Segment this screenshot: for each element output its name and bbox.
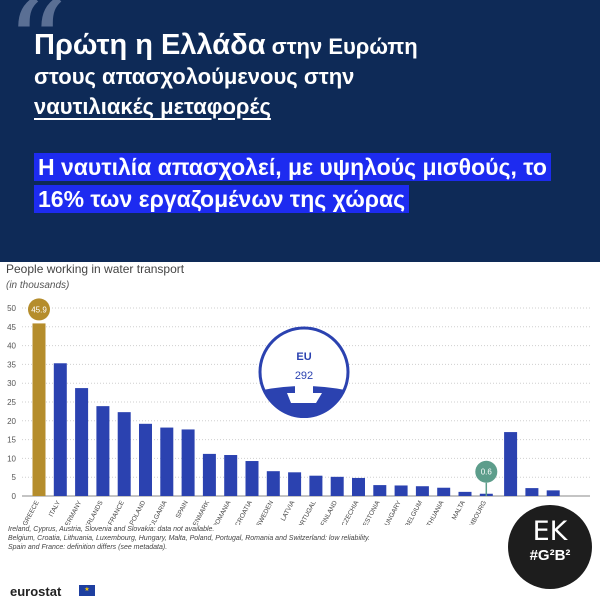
y-tick-label: 30: [7, 379, 16, 388]
x-tick-label: SWEDEN: [255, 499, 275, 525]
bar: [32, 323, 46, 496]
subheadline-text: Η ναυτιλία απασχολεί, με υψηλούς μισθούς…: [34, 153, 551, 213]
ek-logo-letters: EK: [532, 516, 568, 547]
y-tick-label: 15: [7, 436, 16, 445]
value-badge: [475, 460, 498, 483]
note-line: Spain and France: definition differs (se…: [8, 544, 168, 551]
bar: [202, 453, 216, 496]
bar: [504, 432, 518, 496]
bar: [139, 423, 152, 496]
note-line: Ireland, Cyprus, Austria, Slovenia and S…: [8, 526, 215, 533]
chart-grid: 0 5 10 15 20 25 30 35 40 45 50: [7, 304, 590, 501]
eurostat-logo: eurostat: [10, 584, 62, 599]
x-tick-label: ITALY: [48, 499, 63, 518]
bar: [309, 475, 323, 496]
x-tick-label: POLAND: [129, 499, 148, 525]
bar: [96, 406, 110, 496]
eu-total-badge: EU 292: [258, 326, 350, 419]
value-badge: [28, 298, 50, 321]
x-tick-label: CZECHIA: [341, 499, 361, 525]
eu-total-label: EU: [296, 351, 311, 363]
headline-employed: στους απασχολούμενους στην: [34, 64, 355, 89]
chart-badges: 45.9 0.6: [28, 298, 498, 496]
chart-notes: Ireland, Cyprus, Austria, Slovenia and S…: [8, 525, 488, 552]
bar: [525, 488, 539, 496]
bar: [394, 485, 408, 496]
ship-icon: [287, 382, 322, 403]
bar: [373, 485, 387, 496]
y-tick-label: 20: [7, 417, 16, 426]
bar: [75, 388, 89, 496]
bar: [458, 491, 472, 496]
quote-mark-icon: “: [6, 0, 68, 115]
y-tick-label: 0: [12, 492, 17, 501]
y-tick-label: 5: [12, 473, 17, 482]
x-tick-label: ROMANIA: [212, 499, 233, 525]
eu-flag-icon: ★: [79, 585, 95, 596]
bar: [415, 486, 429, 496]
bar: [330, 476, 344, 496]
y-tick-label: 45: [7, 323, 16, 332]
chart-title: People working in water transport: [6, 262, 185, 276]
x-tick-label: SPAIN: [175, 499, 190, 519]
x-tick-label: GREECE: [22, 499, 41, 525]
bar: [117, 412, 131, 496]
headline-banner: “ Πρώτη η Ελλάδα στην Ευρώπη στους απασχ…: [0, 0, 600, 262]
bar: [266, 471, 280, 496]
x-tick-label: BELGIUM: [404, 500, 424, 525]
bar: [53, 363, 67, 496]
x-tick-label: HUNGARY: [381, 499, 403, 525]
bar: [352, 477, 365, 496]
chart-bars: [32, 323, 560, 496]
x-tick-label: GERMANY: [62, 499, 84, 525]
bar: [224, 455, 238, 496]
x-tick-label: LATVIA: [280, 499, 297, 522]
note-line: Belgium, Croatia, Lithuania, Luxembourg,…: [8, 535, 370, 542]
y-tick-label: 25: [7, 398, 16, 407]
eu-total-value: 292: [295, 370, 313, 382]
ek-logo: EK #G²B²: [508, 505, 592, 589]
y-tick-label: 35: [7, 360, 16, 369]
data-label: 0.6: [481, 468, 493, 477]
headline-shipping: ναυτιλιακές μεταφορές: [34, 94, 271, 119]
y-tick-label: 50: [7, 304, 16, 313]
x-tick-label: ESTONIA: [362, 499, 382, 525]
chart-unit-label: (in thousands): [6, 280, 70, 291]
y-tick-label: 10: [7, 454, 16, 463]
x-tick-label: FINLAND: [320, 499, 339, 525]
data-label: 45.9: [31, 305, 47, 314]
bar: [160, 427, 174, 496]
x-tick-label: MALTA: [451, 499, 467, 521]
x-tick-label: LITHUANIA: [423, 499, 445, 525]
x-tick-label: BULGARIA: [147, 499, 169, 525]
ek-logo-hashtag: #G²B²: [529, 547, 571, 564]
bar: [288, 472, 302, 496]
x-tick-label: DENMARK: [190, 499, 212, 525]
headline: Πρώτη η Ελλάδα στην Ευρώπη στους απασχολ…: [34, 30, 594, 122]
x-tick-label: CROATIA: [234, 499, 254, 525]
x-tick-label: PORTUGAL: [295, 499, 318, 525]
headline-in-europe: στην Ευρώπη: [265, 34, 418, 59]
headline-greece-first: Πρώτη η Ελλάδα: [34, 29, 266, 61]
bar: [245, 461, 259, 496]
subheadline: Η ναυτιλία απασχολεί, με υψηλούς μισθούς…: [34, 153, 554, 217]
bar: [546, 490, 560, 496]
bar: [181, 429, 195, 496]
x-tick-label: FRANCE: [107, 499, 126, 525]
bar: [437, 487, 451, 496]
y-tick-label: 40: [7, 342, 16, 351]
